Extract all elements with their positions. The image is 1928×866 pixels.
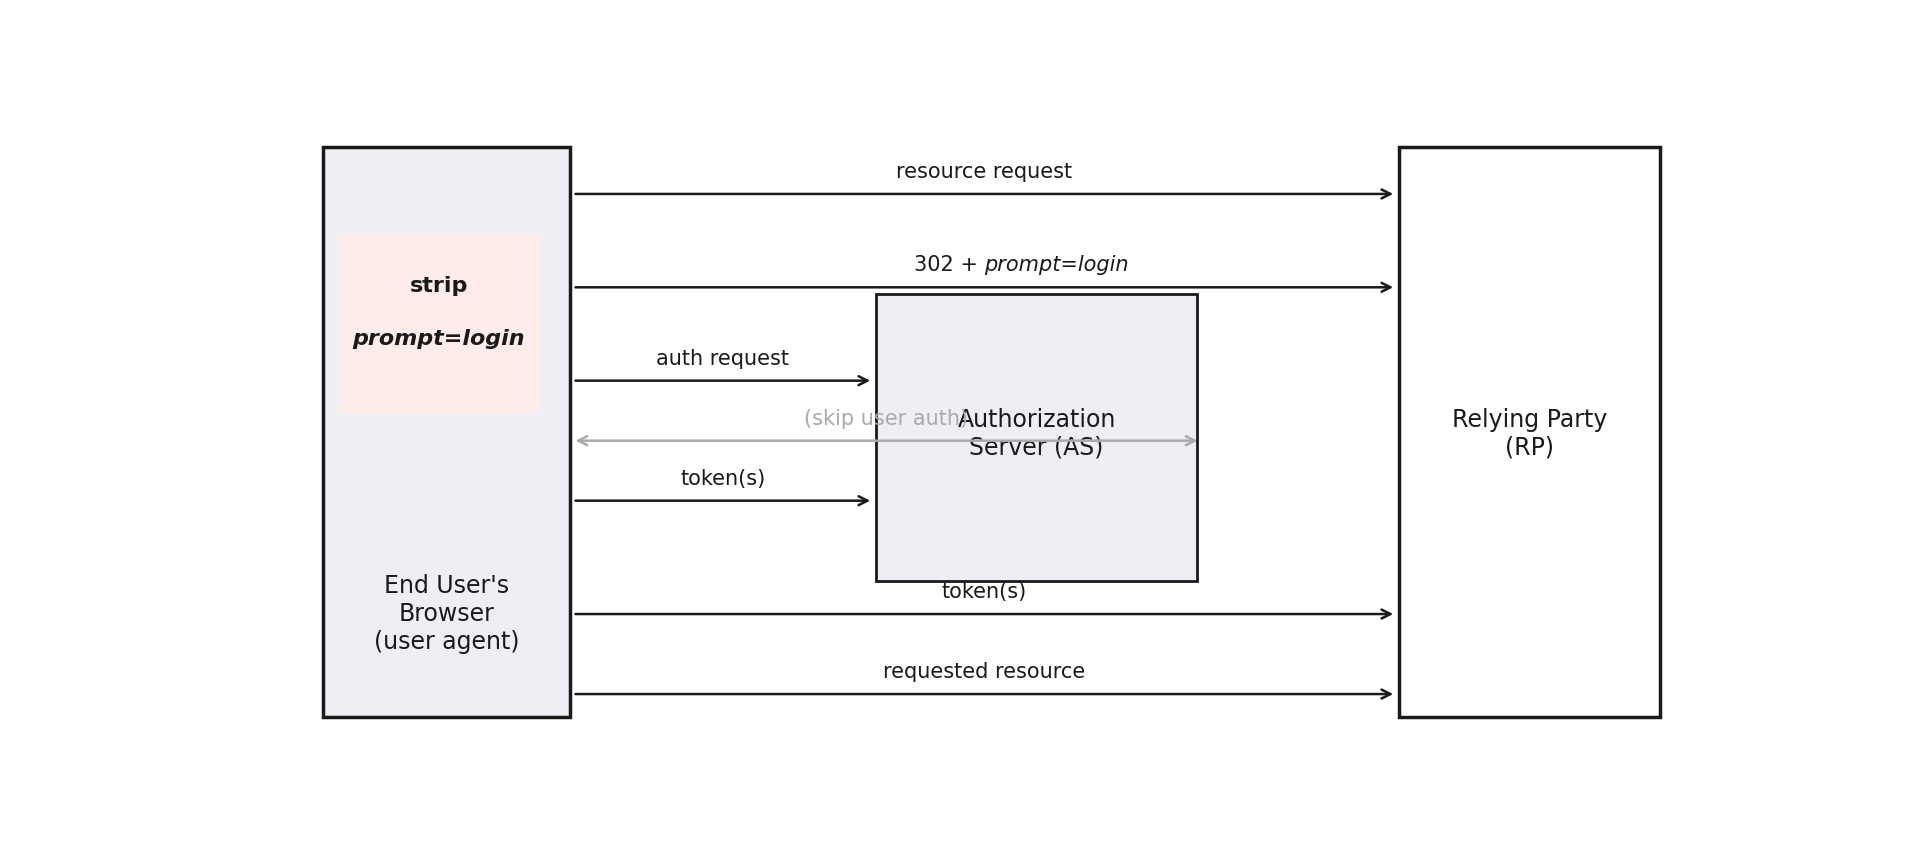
Text: token(s): token(s) [941,582,1028,602]
Text: auth request: auth request [656,349,789,369]
FancyArrowPatch shape [575,610,1390,618]
FancyArrowPatch shape [575,689,1390,699]
Text: 302 +: 302 + [914,255,985,275]
Text: prompt=login: prompt=login [353,329,524,349]
Text: (skip user auth): (skip user auth) [804,409,968,429]
FancyBboxPatch shape [337,234,540,414]
FancyArrowPatch shape [575,376,868,385]
Text: Authorization
Server (AS): Authorization Server (AS) [958,408,1116,460]
FancyArrowPatch shape [575,190,1390,198]
FancyArrowPatch shape [575,283,1390,292]
Text: End User's
Browser
(user agent): End User's Browser (user agent) [374,574,519,654]
Text: prompt=login: prompt=login [985,255,1130,275]
FancyBboxPatch shape [1400,147,1660,717]
Text: requested resource: requested resource [883,662,1085,682]
Text: resource request: resource request [897,162,1072,182]
Text: strip: strip [411,276,469,296]
Text: Relying Party
(RP): Relying Party (RP) [1452,408,1608,460]
FancyArrowPatch shape [575,496,868,505]
FancyBboxPatch shape [875,294,1197,581]
FancyArrowPatch shape [578,436,1195,445]
FancyBboxPatch shape [324,147,571,717]
Text: token(s): token(s) [681,469,765,488]
